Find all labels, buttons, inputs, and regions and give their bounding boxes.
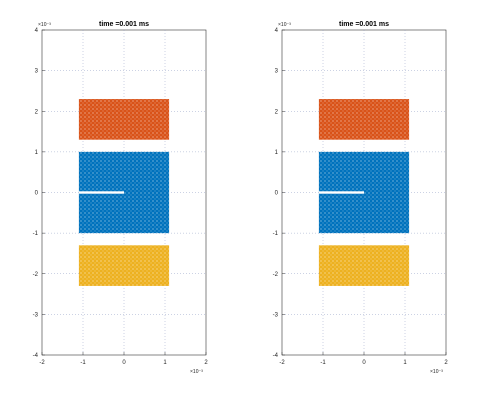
y-tick-label: 3 [35, 69, 39, 75]
particle-texture [318, 99, 410, 140]
plot-left: -2 -1 0 1 2 -4 -3 -2 -1 0 1 2 3 4 time =0.001 ms ×10⁻… [33, 21, 209, 375]
x-tick-label: -2 [39, 360, 45, 366]
particle-block-0 [318, 99, 410, 140]
y-tick-label: 4 [35, 28, 39, 34]
particle-block-1 [78, 151, 170, 234]
particle-block-1 [318, 151, 410, 234]
y-tick-label: 0 [35, 191, 39, 197]
particle-texture [78, 245, 170, 286]
y-tick-label: 1 [275, 150, 279, 156]
y-tick-label: -3 [33, 312, 39, 318]
particle-texture [78, 99, 170, 140]
particle-block-2 [318, 245, 410, 286]
y-tick-label: -4 [33, 353, 39, 359]
plot-title-right: time =0.001 ms [339, 21, 389, 28]
x-tick-label: 2 [204, 360, 208, 366]
y-tick-label: -2 [33, 272, 39, 278]
y-tick-label: 4 [275, 28, 279, 34]
data-left [78, 99, 170, 286]
x-tick-label: 0 [362, 360, 366, 366]
y-tick-label: -3 [273, 312, 279, 318]
data-right [318, 99, 410, 286]
x-tick-label: -2 [279, 360, 285, 366]
x-tick-label: -1 [80, 360, 86, 366]
y-tick-label: 2 [275, 109, 279, 115]
y-exponent-label-right: ×10⁻³ [278, 22, 291, 28]
y-tick-label: -2 [273, 272, 279, 278]
x-tick-label: 1 [163, 360, 167, 366]
y-tick-label: 3 [275, 69, 279, 75]
y-tick-label: -1 [33, 231, 39, 237]
x-exponent-label-left: ×10⁻³ [190, 369, 203, 375]
particle-texture [318, 245, 410, 286]
plot-right: -2 -1 0 1 2 -4 -3 -2 -1 0 1 2 3 4 time =0.001 ms ×10⁻… [273, 21, 449, 375]
x-tick-label: -1 [320, 360, 326, 366]
y-tick-label: -1 [273, 231, 279, 237]
crack-line [318, 191, 364, 194]
plot-title-left: time =0.001 ms [99, 21, 149, 28]
y-exponent-label-left: ×10⁻³ [38, 22, 51, 28]
crack-line [78, 191, 124, 194]
y-tick-label: 2 [35, 109, 39, 115]
ticks-left: -2 -1 0 1 2 -4 -3 -2 -1 0 1 2 3 4 [33, 28, 209, 366]
x-exponent-label-right: ×10⁻³ [430, 369, 443, 375]
x-tick-label: 2 [444, 360, 448, 366]
particle-block-2 [78, 245, 170, 286]
particle-block-0 [78, 99, 170, 140]
x-tick-label: 1 [403, 360, 407, 366]
y-tick-label: -4 [273, 353, 279, 359]
x-tick-label: 0 [122, 360, 126, 366]
y-tick-label: 0 [275, 191, 279, 197]
grid-left [42, 30, 206, 355]
ticks-right: -2 -1 0 1 2 -4 -3 -2 -1 0 1 2 3 4 [273, 28, 449, 366]
y-tick-label: 1 [35, 150, 39, 156]
